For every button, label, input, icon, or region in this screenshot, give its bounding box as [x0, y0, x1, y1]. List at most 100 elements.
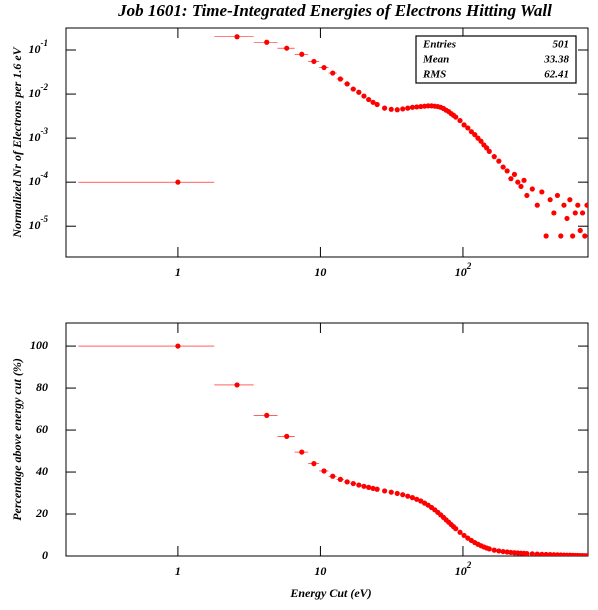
- data-point: [234, 34, 240, 40]
- stats-label: Mean: [422, 54, 449, 66]
- data-point: [558, 233, 564, 239]
- data-point: [330, 70, 336, 76]
- data-point: [496, 548, 502, 554]
- data-point: [543, 551, 549, 556]
- data-point: [366, 96, 372, 103]
- data-point: [515, 179, 521, 185]
- tick-label: 60: [36, 422, 48, 436]
- data-point: [299, 449, 305, 455]
- data-point: [356, 482, 362, 488]
- data-point: [382, 105, 388, 111]
- data-point: [579, 210, 586, 216]
- tick-label-exponent: -1: [41, 38, 49, 48]
- data-point: [418, 103, 424, 110]
- data-point: [361, 93, 367, 99]
- data-point: [409, 104, 416, 110]
- data-point: [344, 81, 350, 87]
- data-point: [264, 412, 270, 418]
- data-point: [529, 186, 535, 192]
- data-point: [551, 210, 557, 216]
- tick-label: 102: [455, 261, 472, 279]
- data-point: [529, 551, 535, 556]
- tick-label: 10-3: [29, 126, 49, 144]
- tick-label-base: 10: [455, 265, 467, 279]
- stats-value: 33.38: [543, 54, 569, 66]
- data-point: [405, 493, 411, 499]
- data-point: [388, 489, 394, 495]
- tick-label-base: 10: [455, 564, 467, 578]
- data-point: [504, 168, 510, 174]
- tick-label-exponent: -5: [41, 214, 49, 224]
- data-point: [374, 101, 380, 108]
- stats-value: 62.41: [544, 69, 569, 81]
- data-point: [409, 495, 416, 501]
- data-point: [361, 483, 367, 489]
- data-point: [521, 177, 527, 183]
- data-point: [175, 343, 181, 349]
- y-axis-label: Percentage above energy cut (%): [10, 358, 24, 521]
- data-point: [465, 125, 471, 131]
- tick-label: 20: [35, 506, 48, 520]
- tick-label-base: 10: [29, 42, 41, 56]
- data-point: [567, 197, 573, 203]
- data-point: [284, 433, 290, 439]
- data-point: [311, 461, 317, 467]
- data-point: [486, 546, 492, 552]
- data-point: [311, 58, 317, 65]
- data-point: [468, 129, 474, 135]
- tick-label-exponent: -2: [41, 82, 49, 92]
- data-point: [572, 210, 578, 216]
- data-point: [366, 484, 372, 490]
- tick-label: 40: [35, 464, 48, 478]
- stats-box: [415, 35, 577, 84]
- data-point: [394, 490, 400, 497]
- data-point: [418, 498, 424, 504]
- tick-label: 10: [314, 265, 326, 279]
- data-point: [400, 492, 406, 498]
- tick-label-exponent: 2: [466, 261, 472, 271]
- tick-label: 10: [314, 564, 326, 578]
- tick-label: 102: [455, 560, 472, 578]
- tick-label: 0: [42, 548, 48, 562]
- data-point: [461, 532, 467, 539]
- data-point: [478, 138, 484, 144]
- data-point: [539, 551, 545, 556]
- data-point: [330, 473, 336, 479]
- data-point: [350, 86, 356, 92]
- data-point: [534, 551, 540, 556]
- data-point: [388, 106, 394, 112]
- data-point: [321, 64, 327, 71]
- x-axis-label: Energy Cut (eV): [289, 586, 371, 600]
- data-point: [543, 233, 549, 239]
- data-point: [486, 148, 492, 154]
- tick-label: 10-2: [29, 82, 49, 100]
- data-point: [264, 39, 270, 45]
- data-point: [370, 485, 376, 492]
- tick-label-base: 10: [29, 174, 41, 188]
- data-point: [584, 553, 588, 556]
- data-point: [405, 105, 411, 111]
- data-point: [284, 45, 290, 51]
- data-point: [491, 154, 497, 160]
- data-point: [453, 114, 459, 120]
- data-point: [370, 99, 376, 105]
- plot-area: [78, 343, 588, 556]
- data-point: [457, 529, 463, 535]
- data-point: [518, 183, 524, 190]
- tick-label-base: 10: [29, 86, 41, 100]
- data-point: [577, 227, 583, 234]
- data-point: [461, 122, 467, 128]
- tick-label: 10-1: [29, 38, 49, 56]
- tick-label: 10-4: [29, 170, 49, 188]
- data-point: [356, 89, 362, 95]
- tick-label-base: 10: [29, 130, 41, 144]
- data-point: [453, 526, 459, 532]
- data-point: [344, 479, 350, 485]
- y-axis-label: Normalized Nr of Electrons per 1.6 eV: [10, 46, 24, 238]
- data-point: [337, 76, 343, 82]
- data-point: [564, 215, 570, 222]
- data-point: [570, 233, 576, 239]
- data-point: [500, 548, 506, 555]
- plot-frame: [65, 322, 589, 557]
